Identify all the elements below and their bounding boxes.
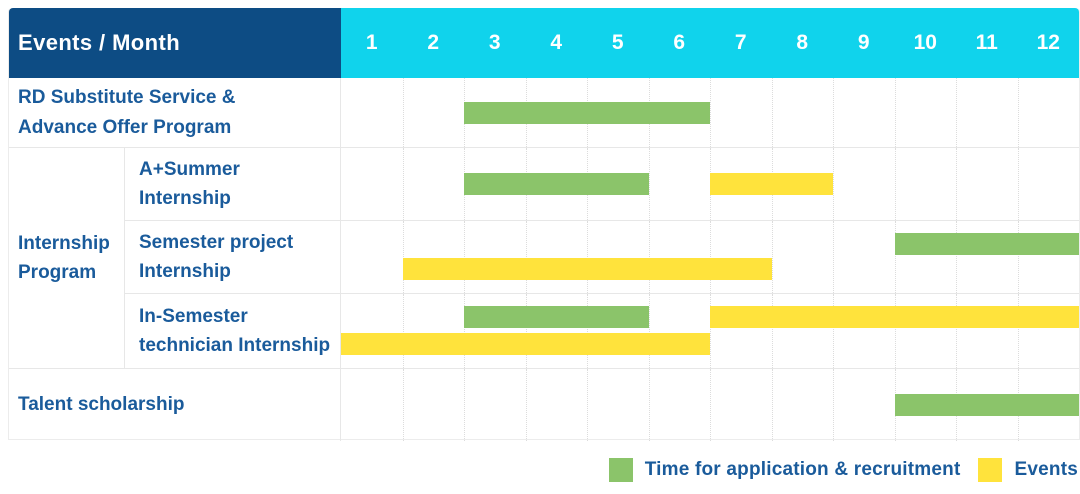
month-gridline xyxy=(710,78,711,147)
table-row-in-semester: In-Semester technician Internship xyxy=(125,294,1079,368)
month-gridline xyxy=(648,369,650,441)
table-row-a-summer: A+Summer Internship xyxy=(125,148,1079,221)
month-gridline xyxy=(1017,148,1019,220)
legend-label-yellow: Events xyxy=(1014,459,1078,480)
month-gridline xyxy=(648,221,650,293)
timeline-talent-scholarship xyxy=(341,369,1079,441)
month-gridline xyxy=(587,369,588,441)
gantt-bar-green-m10-m12 xyxy=(894,233,1079,255)
month-gridline xyxy=(894,221,896,293)
row-label-semester-project: Semester project Internship xyxy=(125,221,341,293)
table-body: RD Substitute Service & Advance Offer Pr… xyxy=(9,78,1079,441)
legend-swatch-green xyxy=(608,458,633,482)
row-label-in-semester: In-Semester technician Internship xyxy=(125,294,341,368)
month-gridline xyxy=(771,294,773,368)
month-gridline xyxy=(587,294,588,368)
month-gridline xyxy=(771,221,773,293)
gantt-bar-yellow-m2-m7 xyxy=(402,258,772,280)
gantt-bar-green-m3-m6 xyxy=(464,101,710,124)
events-month-header-cell: Events / Month xyxy=(9,8,341,78)
legend-item-green: Time for application & recruitment xyxy=(608,458,961,482)
month-header-6: 6 xyxy=(673,31,686,54)
month-gridline xyxy=(894,148,896,220)
row-label-a-summer: A+Summer Internship xyxy=(125,148,341,220)
month-gridline xyxy=(771,369,773,441)
row-label-talent-scholarship: Talent scholarship xyxy=(9,369,341,441)
timeline-rd-substitute xyxy=(341,78,1079,147)
legend-label-green: Time for application & recruitment xyxy=(644,459,961,480)
month-gridline xyxy=(464,221,465,293)
timeline-a-summer xyxy=(341,148,1079,220)
month-header-9: 9 xyxy=(857,31,870,54)
month-gridline xyxy=(710,221,711,293)
events-month-title: Events / Month xyxy=(18,30,181,55)
month-header-8: 8 xyxy=(796,31,809,54)
month-header-12: 12 xyxy=(1036,31,1060,54)
gantt-bar-green-m3-m5 xyxy=(464,306,649,328)
month-gridline xyxy=(894,294,896,368)
month-header-2: 2 xyxy=(427,31,440,54)
month-gridline xyxy=(648,294,650,368)
month-gridline xyxy=(771,78,773,147)
table-row-talent-scholarship: Talent scholarship xyxy=(9,369,1079,441)
legend-swatch-yellow xyxy=(978,458,1003,482)
month-gridline xyxy=(1017,221,1019,293)
gantt-bar-yellow-m1-m6 xyxy=(341,333,710,355)
legend-item-yellow: Events xyxy=(978,458,1078,482)
gantt-bar-green-m3-m5 xyxy=(464,173,649,195)
month-gridline xyxy=(525,294,527,368)
gantt-bar-yellow-m7-m8 xyxy=(710,173,833,195)
month-gridline xyxy=(1017,78,1019,147)
month-gridline xyxy=(648,148,650,220)
month-gridline xyxy=(402,78,404,147)
month-header-10: 10 xyxy=(913,31,937,54)
table-row-semester-project: Semester project Internship xyxy=(125,221,1079,294)
month-header-4: 4 xyxy=(550,31,563,54)
group-label-internship-program: Internship Program xyxy=(9,148,125,368)
month-gridline xyxy=(833,78,834,147)
table-row-rd-substitute: RD Substitute Service & Advance Offer Pr… xyxy=(9,78,1079,148)
table-header: Events / Month 1 2 3 4 5 6 7 8 9 10 11 12 xyxy=(9,8,1079,78)
month-header-3: 3 xyxy=(488,31,501,54)
month-gridline xyxy=(894,78,896,147)
month-gridline xyxy=(464,294,465,368)
month-gridline xyxy=(956,148,957,220)
legend: Time for application & recruitment Events xyxy=(608,458,1078,482)
month-gridline xyxy=(833,148,834,220)
month-header-11: 11 xyxy=(975,31,998,54)
month-gridline xyxy=(833,294,834,368)
month-gridline xyxy=(956,78,957,147)
month-gridline xyxy=(710,369,711,441)
month-gridline xyxy=(587,221,588,293)
internship-program-group: Internship Program A+Summer Internship S… xyxy=(9,148,1079,369)
month-gridline xyxy=(402,294,404,368)
month-gridline xyxy=(402,148,404,220)
month-header-1: 1 xyxy=(365,31,378,54)
timeline-in-semester xyxy=(341,294,1079,368)
month-gridline xyxy=(402,221,404,293)
row-label-rd-substitute: RD Substitute Service & Advance Offer Pr… xyxy=(9,78,341,147)
month-gridline xyxy=(833,221,834,293)
month-gridline xyxy=(464,369,465,441)
timeline-semester-project xyxy=(341,221,1079,293)
month-header-7: 7 xyxy=(734,31,747,54)
month-gridline xyxy=(402,369,404,441)
month-gridline xyxy=(833,369,834,441)
gantt-bar-yellow-m7-m12 xyxy=(710,306,1079,328)
month-gridline xyxy=(525,369,527,441)
month-gridline xyxy=(710,294,711,368)
month-header-row: 1 2 3 4 5 6 7 8 9 10 11 12 xyxy=(341,8,1079,78)
events-table: Events / Month 1 2 3 4 5 6 7 8 9 10 11 12 RD Substi… xyxy=(8,8,1080,441)
month-gridline xyxy=(1017,294,1019,368)
month-gridline xyxy=(525,221,527,293)
month-header-5: 5 xyxy=(611,31,624,54)
gantt-bar-green-m10-m12 xyxy=(894,394,1079,416)
internship-program-subrows: A+Summer Internship Semester project Int… xyxy=(125,148,1079,368)
month-gridline xyxy=(956,294,957,368)
month-gridline xyxy=(956,221,957,293)
